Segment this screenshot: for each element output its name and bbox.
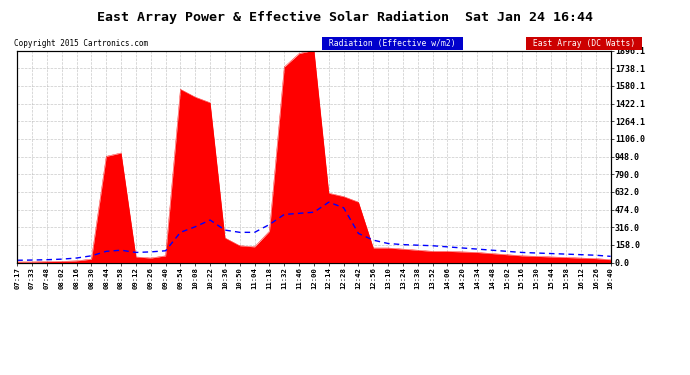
Text: Copyright 2015 Cartronics.com: Copyright 2015 Cartronics.com — [14, 39, 148, 48]
Text: East Array Power & Effective Solar Radiation  Sat Jan 24 16:44: East Array Power & Effective Solar Radia… — [97, 11, 593, 24]
Text: Radiation (Effective w/m2): Radiation (Effective w/m2) — [324, 39, 461, 48]
Text: East Array (DC Watts): East Array (DC Watts) — [528, 39, 640, 48]
